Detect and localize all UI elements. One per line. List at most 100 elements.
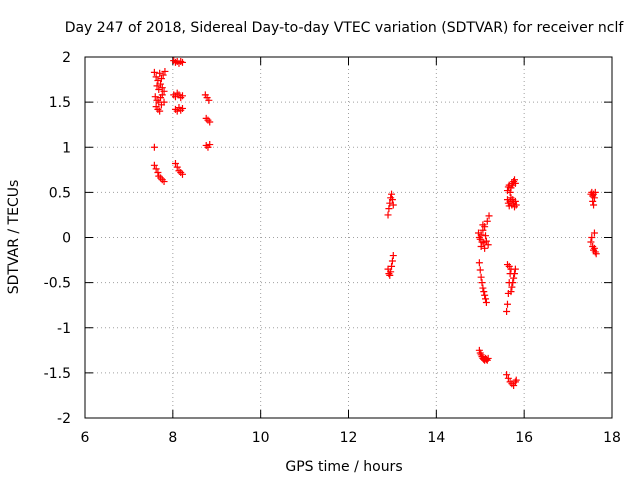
data-point (506, 188, 514, 196)
data-point (157, 101, 165, 109)
y-tick-labels: -2 -1.5 -1 -0.5 0 0.5 1 1.5 2 (44, 50, 71, 427)
data-point (511, 179, 519, 187)
y-tick-label: -1.5 (44, 366, 71, 382)
y-tick-label: 0 (62, 231, 71, 247)
data-point (150, 68, 158, 76)
data-point (503, 371, 511, 379)
data-point (178, 58, 186, 66)
data-point (151, 93, 159, 101)
data-point (160, 87, 168, 95)
data-point (479, 221, 487, 229)
data-point (508, 283, 516, 291)
data-point (161, 67, 169, 75)
data-point (483, 217, 491, 225)
data-point (588, 234, 596, 241)
data-point (156, 107, 164, 115)
y-tick-label: -2 (57, 411, 71, 427)
x-tick-labels: 6 8 10 12 14 16 18 (81, 430, 621, 446)
data-point (590, 244, 598, 252)
data-point (154, 169, 162, 177)
data-point (386, 199, 394, 207)
data-point (158, 91, 166, 99)
y-tick-label: 1 (62, 140, 71, 156)
x-tick-label: 10 (252, 430, 270, 446)
data-point (503, 300, 511, 308)
data-point (152, 73, 160, 81)
x-tick-label: 16 (515, 430, 533, 446)
data-point (481, 244, 489, 252)
x-tick-label: 8 (168, 430, 177, 446)
x-tick-label: 18 (603, 430, 621, 446)
data-point (511, 197, 519, 205)
data-point (388, 262, 396, 270)
data-point (178, 104, 186, 112)
data-point (477, 243, 485, 251)
data-point (178, 170, 186, 178)
data-point (590, 201, 598, 209)
chart-title: Day 247 of 2018, Sidereal Day-to-day VTE… (65, 20, 625, 36)
data-point (157, 75, 165, 83)
y-tick-label: -0.5 (44, 276, 71, 292)
data-point (512, 376, 520, 384)
data-point (480, 288, 488, 296)
data-point (152, 165, 160, 173)
x-tick-label: 14 (427, 430, 445, 446)
y-axis-label: SDTVAR / TECUs (6, 180, 22, 295)
data-point (590, 229, 598, 237)
data-point (178, 92, 186, 100)
data-point (154, 76, 162, 84)
data-point (387, 268, 395, 276)
data-point (173, 107, 181, 115)
data-point (510, 382, 518, 390)
data-point (477, 231, 485, 239)
data-point (171, 159, 179, 167)
data-point (205, 96, 213, 104)
data-point (150, 143, 158, 151)
data-point (388, 257, 396, 265)
data-point (388, 196, 396, 204)
data-point (173, 163, 181, 171)
y-tick-label: 0.5 (49, 185, 71, 201)
data-point (484, 354, 492, 362)
data-point (150, 161, 158, 169)
data-point (206, 141, 214, 149)
data-point (156, 69, 164, 77)
data-point (592, 250, 600, 258)
data-point (157, 80, 165, 88)
data-point (482, 295, 490, 303)
data-point (385, 205, 393, 213)
data-point (389, 201, 397, 209)
data-point (476, 266, 484, 274)
data-point (388, 190, 396, 198)
data-point (171, 93, 179, 101)
data-point (482, 237, 490, 245)
grid-lines (85, 57, 612, 418)
data-point (511, 270, 519, 278)
data-point (478, 279, 486, 287)
data-point (484, 241, 492, 249)
data-point (509, 279, 517, 287)
x-tick-label: 6 (81, 430, 90, 446)
data-point (511, 176, 519, 184)
data-point (589, 197, 597, 205)
data-points (150, 57, 600, 390)
y-tick-label: 2 (62, 50, 71, 66)
data-point (477, 273, 485, 281)
data-point (507, 288, 515, 296)
data-point (389, 252, 397, 260)
data-point (158, 84, 166, 92)
data-point (384, 211, 392, 219)
data-point (511, 265, 519, 273)
y-tick-label: -1 (57, 321, 71, 337)
data-point (503, 308, 511, 316)
data-point (590, 194, 598, 202)
data-point (479, 284, 487, 292)
plot-frame (84, 56, 613, 419)
data-point (160, 178, 168, 186)
data-point (510, 274, 518, 282)
data-point (386, 271, 394, 279)
data-point (504, 374, 512, 382)
x-tick-label: 12 (340, 430, 358, 446)
